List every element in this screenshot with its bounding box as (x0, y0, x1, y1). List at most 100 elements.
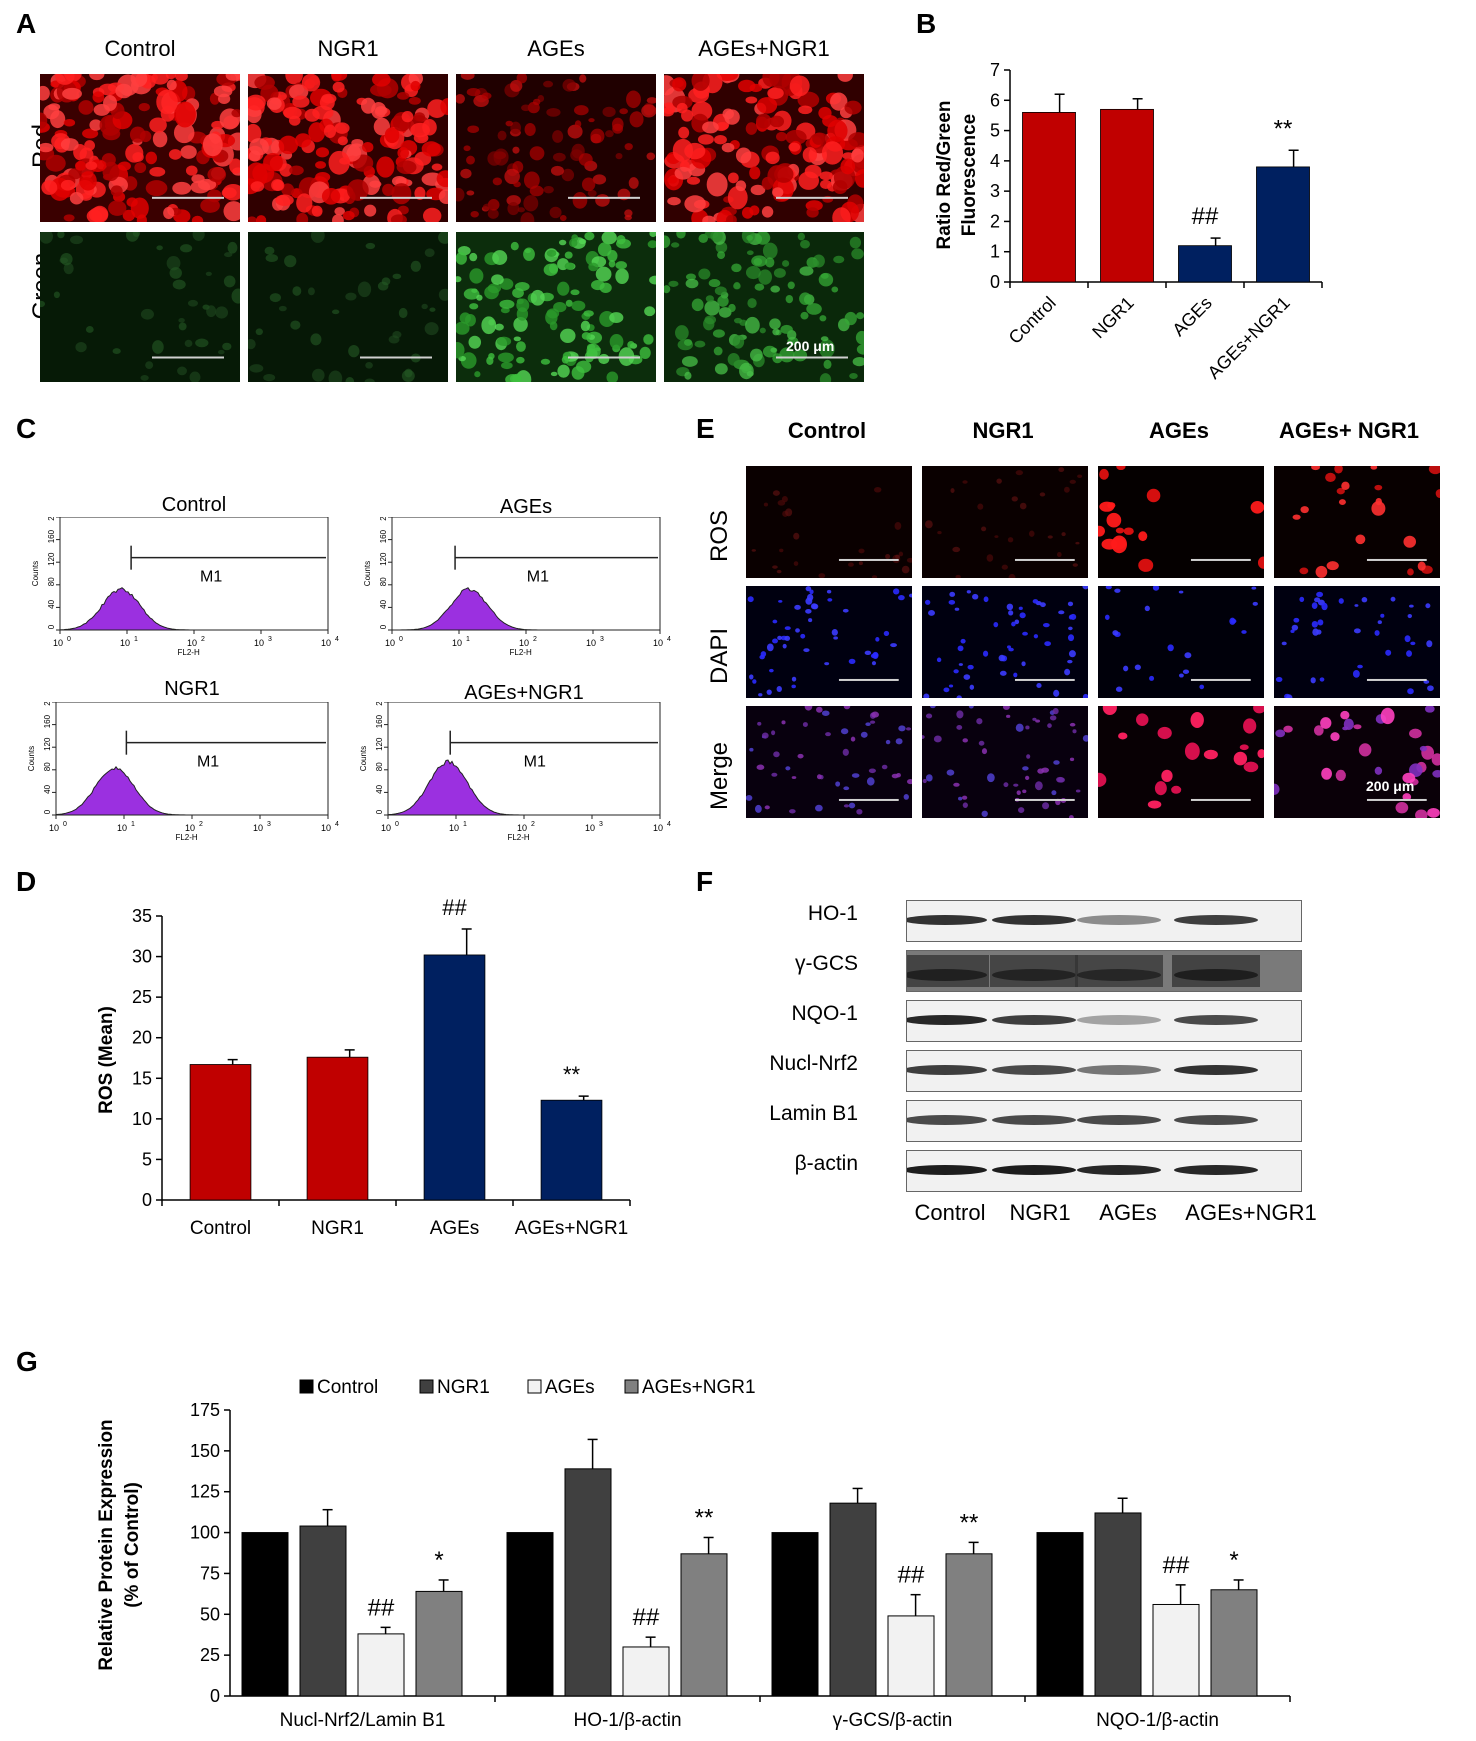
significance-mark: ** (960, 1509, 979, 1536)
panel-e-merge-ages (1098, 706, 1264, 818)
legend-label: Control (317, 1377, 378, 1398)
svg-text:0: 0 (67, 636, 71, 643)
significance-mark: ** (563, 1062, 581, 1087)
wb-col-ages: AGEs (1099, 1200, 1157, 1225)
svg-text:10: 10 (449, 823, 459, 833)
y-tick-label: 7 (990, 60, 1000, 80)
panel-letter-c: C (16, 413, 37, 444)
svg-text:0: 0 (395, 821, 399, 828)
wb-strip-ho1 (906, 900, 1302, 942)
svg-text:4: 4 (335, 821, 339, 828)
y-tick-label: 125 (190, 1482, 220, 1502)
svg-text:4: 4 (335, 636, 339, 643)
svg-text:M1: M1 (527, 569, 549, 586)
svg-text:10: 10 (381, 823, 391, 833)
panel-e-scale-label: 200 μm (1366, 778, 1415, 794)
flow-title-ngr1: NGR1 (164, 678, 220, 700)
svg-text:80: 80 (375, 762, 384, 771)
legend-swatch (299, 1379, 314, 1394)
svg-text:4: 4 (667, 636, 671, 643)
panel-e-row-dapi: DAPI (706, 628, 733, 685)
bar-g-0-3 (415, 1590, 463, 1697)
y-tick-label: 6 (990, 90, 1000, 110)
significance-mark: ## (633, 1604, 660, 1631)
svg-text:2: 2 (199, 821, 203, 828)
panel-e-col-ages-ngr1: AGEs+ NGR1 (1279, 418, 1419, 443)
svg-text:40: 40 (379, 599, 388, 608)
svg-text:2: 2 (531, 821, 535, 828)
y-tick-label: 15 (132, 1068, 152, 1088)
svg-text:160: 160 (43, 714, 52, 728)
svg-text:200: 200 (379, 517, 388, 521)
svg-text:10: 10 (653, 638, 663, 648)
bar-g-1-1 (564, 1468, 612, 1697)
legend-swatch (527, 1379, 542, 1394)
panel-letter-g: G (16, 1346, 38, 1377)
y-tick-label: 100 (190, 1523, 220, 1543)
svg-text:120: 120 (379, 552, 388, 566)
y-tick-label: 0 (142, 1190, 152, 1210)
y-tick-label: 150 (190, 1441, 220, 1461)
flow-title-ages-ngr1: AGEs+NGR1 (464, 682, 584, 704)
legend-label: AGEs (545, 1377, 595, 1398)
significance-mark: ## (442, 895, 467, 920)
panel-d-chart: 0 5 10 15 20 25 30 35 Control NGR1 ## AGEs ** AGEs+NG… (96, 895, 631, 1239)
bar-g-2-2 (887, 1615, 935, 1697)
bar-g-1-3 (680, 1553, 728, 1697)
svg-text:40: 40 (375, 784, 384, 793)
svg-text:10: 10 (120, 638, 130, 648)
x-tick-label: NGR1 (311, 1218, 364, 1239)
wb-label-nqo1: NQO-1 (791, 1002, 858, 1025)
svg-text:Counts: Counts (359, 746, 368, 771)
flow-histogram-ngr1: M1 0 40 80 120 160 200 Counts 10 0 10 1 10 2 10 3 10 4 FL2… (27, 702, 339, 842)
svg-text:Counts: Counts (31, 561, 40, 586)
panel-a-col-ages-ngr1: AGEs+NGR1 (698, 36, 830, 61)
svg-text:10: 10 (187, 638, 197, 648)
svg-text:2: 2 (201, 636, 205, 643)
y-tick-label: 2 (990, 211, 1000, 231)
bar-g-3-3 (1210, 1589, 1258, 1697)
bar-g-2-3 (945, 1553, 993, 1697)
wb-strip-nucl-nrf2 (906, 1050, 1302, 1092)
panel-e-dapi-ngr1 (922, 586, 1088, 698)
bar-d-3 (540, 1099, 603, 1201)
panel-a-red-ages-ngr1 (664, 74, 864, 222)
svg-text:80: 80 (379, 577, 388, 586)
svg-text:80: 80 (43, 762, 52, 771)
svg-text:FL2-H: FL2-H (175, 833, 197, 842)
panel-e-merge-ngr1 (922, 706, 1088, 818)
svg-text:1: 1 (463, 821, 467, 828)
panel-letter-d: D (16, 866, 37, 897)
x-tick-label: NGR1 (1088, 293, 1138, 343)
svg-text:160: 160 (375, 714, 384, 728)
y-tick-label: 25 (132, 987, 152, 1007)
x-tick-label: Nucl-Nrf2/Lamin B1 (280, 1710, 446, 1731)
y-tick-label: 25 (200, 1645, 220, 1665)
svg-text:10: 10 (653, 823, 663, 833)
panel-a-red-ngr1 (248, 74, 448, 222)
significance-mark: ** (1274, 115, 1293, 142)
bar-b-3 (1256, 166, 1310, 283)
y-tick-label: 3 (990, 181, 1000, 201)
svg-text:Counts: Counts (27, 746, 36, 771)
panel-letter-b: B (916, 8, 937, 39)
wb-label-ho1: HO-1 (807, 902, 858, 925)
panel-a-red-control (40, 74, 240, 222)
y-axis-label: ROS (Mean) (96, 1006, 117, 1114)
bar-g-1-2 (622, 1646, 670, 1697)
legend-label: NGR1 (437, 1377, 490, 1398)
svg-text:10: 10 (254, 638, 264, 648)
panel-b-chart: 0 1 2 3 4 5 6 7 Control NGR1 ## AGEs ** AGEs+NGR1 Rati… (934, 60, 1323, 383)
legend-label: AGEs+NGR1 (642, 1377, 756, 1398)
bar-d-2 (423, 954, 486, 1201)
bar-g-1-0 (506, 1532, 554, 1697)
panel-e-col-ages: AGEs (1149, 418, 1209, 443)
wb-strip-nqo1 (906, 1000, 1302, 1042)
panel-g-chart: 0 25 50 75 100 125 150 175 ## * Nucl-Nrf2/Lamin B1… (96, 1377, 1291, 1731)
x-tick-label: AGEs (430, 1218, 480, 1239)
x-tick-label: NQO-1/β-actin (1096, 1710, 1219, 1731)
panel-letter-a: A (16, 8, 37, 39)
significance-mark: ## (898, 1562, 925, 1589)
panel-e-row-merge: Merge (706, 741, 733, 811)
svg-text:120: 120 (47, 552, 56, 566)
